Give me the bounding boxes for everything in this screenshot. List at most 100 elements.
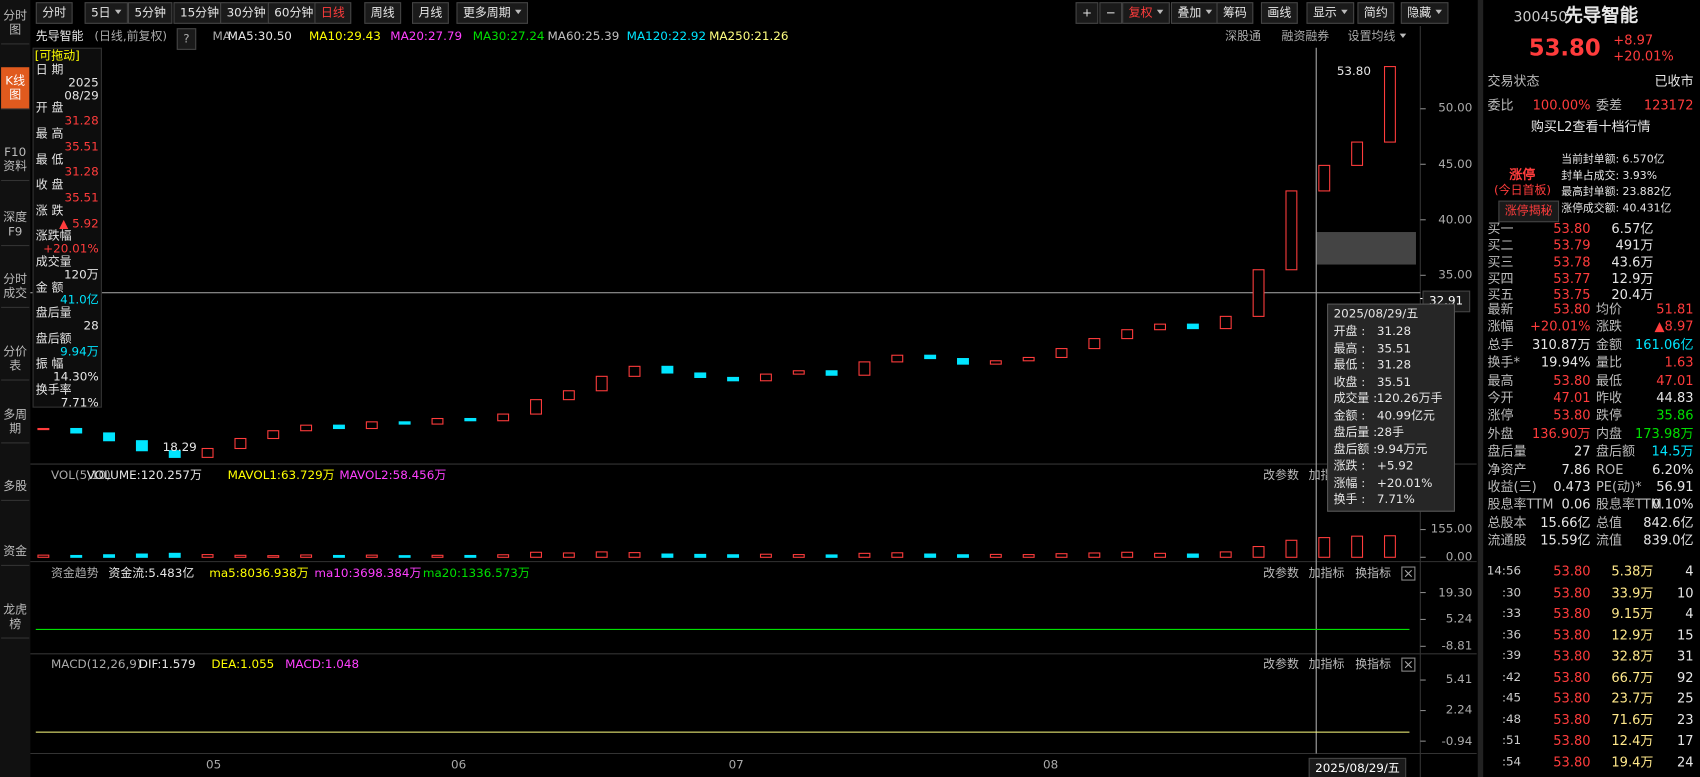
panel-button[interactable]: 换指标 (1355, 565, 1392, 581)
info-value: 28 (83, 318, 99, 333)
volume-bar (1088, 552, 1101, 558)
label: 最高封单额: 23.882亿 (1561, 186, 1672, 199)
limit-button[interactable]: 涨停揭秘 (1498, 200, 1560, 223)
label: 53.80 (1553, 775, 1590, 777)
panel-button[interactable]: 改参数 (1263, 565, 1299, 581)
indicator-value: ma20:1336.573万 (422, 565, 530, 581)
volume-bar (398, 555, 411, 558)
info-value: 120万 (63, 267, 99, 282)
low-annotation: 18.29 (162, 440, 197, 455)
side-tab[interactable]: 深度F9 (1, 204, 30, 247)
label: 53.80 (1553, 563, 1591, 579)
link[interactable]: 深股通 (1225, 29, 1261, 44)
tooltip-value: 31.28 (1376, 357, 1412, 372)
side-tab[interactable]: 分价表 (1, 338, 30, 381)
link[interactable]: 设置均线 (1348, 29, 1407, 44)
tool-button[interactable]: 简约 (1357, 2, 1395, 24)
label: 32.8万 (1611, 648, 1654, 664)
panel-button[interactable]: 换指标 (1355, 657, 1392, 672)
tool-button[interactable]: + (1075, 2, 1099, 24)
label[interactable]: ? (176, 28, 197, 50)
tool-button[interactable]: 显示 (1306, 2, 1355, 24)
period-tab[interactable]: 30分钟 (220, 2, 273, 24)
tool-button[interactable]: 画线 (1260, 2, 1298, 24)
link[interactable]: 融资融券 (1281, 29, 1330, 44)
side-tab[interactable]: 多股 (1, 473, 30, 501)
panel-button[interactable]: 改参数 (1263, 657, 1299, 672)
label: 53.80 (1553, 372, 1591, 388)
volume-bar (1186, 553, 1199, 558)
period-tab[interactable]: 5日 (84, 2, 128, 24)
label: 53.80 (1553, 408, 1591, 424)
label: 内盘 (1595, 425, 1622, 442)
y-tick-label: 5.41 (1445, 672, 1473, 687)
indicator-value: ma5:8036.938万 (209, 565, 309, 581)
volume-bar (497, 554, 510, 558)
period-tab[interactable]: 5分钟 (127, 2, 173, 24)
period-tab[interactable]: 60分钟 (267, 2, 320, 24)
period-tab[interactable]: 15分钟 (173, 2, 226, 24)
side-tab[interactable]: F10资料 (1, 139, 30, 182)
l2-link[interactable]: 购买L2查看十档行情 (1530, 119, 1651, 135)
label: 14:56 (1486, 563, 1522, 578)
label: 53.75 (1553, 287, 1591, 303)
high-annotation: 53.80 (1336, 63, 1371, 79)
tooltip-value: 35.51 (1376, 340, 1412, 356)
period-tab[interactable]: 月线 (411, 2, 449, 24)
label: 53.80 (1553, 648, 1591, 664)
label: 35.86 (1656, 408, 1694, 424)
side-tab[interactable]: 分时成交 (1, 266, 30, 308)
y-tick-label: 19.30 (1438, 584, 1473, 600)
tooltip-label: 最高 : (1333, 340, 1366, 356)
label: 53.79 (1553, 237, 1591, 253)
side-tab[interactable]: 分时图 (1, 2, 30, 45)
volume-bar (924, 553, 937, 558)
candle (924, 354, 937, 360)
tool-button[interactable]: 复权 (1122, 2, 1170, 24)
label: 300450 (1513, 9, 1568, 27)
indicator-value: ma10:3698.384万 (314, 565, 422, 581)
side-tab[interactable]: K线图 (1, 67, 30, 110)
indicator-value: VOLUME:120.257万 (86, 468, 202, 483)
volume-bar (957, 554, 969, 558)
side-tab[interactable]: 龙虎榜 (1, 596, 30, 639)
panel-button[interactable]: 加指标 (1308, 565, 1345, 581)
label: 已收市 (1654, 73, 1694, 89)
label: 流值 (1595, 532, 1622, 548)
label: 买一 (1487, 221, 1514, 237)
period-tab[interactable]: 更多周期 (456, 2, 529, 24)
tooltip-value: 9.94万元 (1376, 441, 1428, 456)
period-tab[interactable]: 分时 (35, 2, 73, 24)
tooltip-value: 28手 (1376, 425, 1405, 440)
label: 5.38万 (1611, 563, 1654, 579)
volume-bar (70, 554, 83, 558)
panel-button[interactable]: 加指标 (1308, 657, 1345, 672)
volume-bar (201, 554, 214, 558)
indicator-name: VOL(5,10) (50, 468, 111, 483)
tool-button[interactable]: 筹码 (1216, 2, 1254, 24)
tool-button[interactable]: 隐藏 (1400, 2, 1449, 24)
side-bar (0, 0, 31, 777)
label: 1.63 (1664, 354, 1694, 370)
period-tab[interactable]: 周线 (364, 2, 402, 24)
label: 53.77 (1553, 270, 1591, 287)
period-tab[interactable]: 日线 (314, 2, 352, 24)
info-label: 日 期 (35, 62, 64, 77)
label: 12.9万 (1611, 270, 1654, 287)
candle (168, 450, 181, 458)
y-tick-label: 45.00 (1438, 156, 1473, 171)
info-label: 最 低 (35, 152, 64, 167)
label: 0.473 (1553, 479, 1591, 495)
volume-bar (267, 555, 280, 558)
candle (431, 417, 444, 425)
tool-button[interactable]: − (1099, 2, 1123, 24)
side-tab[interactable]: 资金 (1, 538, 30, 566)
label: 12.9万 (1611, 627, 1654, 643)
tool-button[interactable]: 叠加 (1170, 2, 1219, 24)
side-tab[interactable]: 多周期 (1, 401, 30, 444)
panel-button[interactable]: 改参数 (1263, 468, 1299, 483)
cursor-date: 2025/08/29/五 (1308, 757, 1407, 777)
label: MA (212, 29, 231, 44)
ma-value: MA10:29.43 (308, 29, 381, 44)
ma-value: MA30:27.24 (472, 29, 545, 44)
